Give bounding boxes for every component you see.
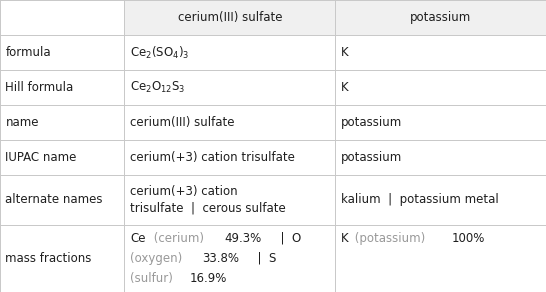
Text: (potassium): (potassium) — [351, 232, 429, 244]
Text: 33.8%: 33.8% — [202, 252, 239, 265]
Text: alternate names: alternate names — [5, 193, 103, 206]
Text: |  S: | S — [250, 252, 276, 265]
Bar — [124, 0, 335, 35]
Text: name: name — [5, 116, 39, 129]
Text: potassium: potassium — [410, 11, 471, 24]
Text: 100%: 100% — [451, 232, 484, 244]
Text: (oxygen): (oxygen) — [130, 252, 186, 265]
Text: Ce: Ce — [130, 232, 145, 244]
Text: potassium: potassium — [341, 116, 402, 129]
Text: IUPAC name: IUPAC name — [5, 151, 77, 164]
Text: K: K — [341, 232, 348, 244]
Text: cerium(+3) cation
trisulfate  |  cerous sulfate: cerium(+3) cation trisulfate | cerous su… — [130, 185, 286, 215]
Text: formula: formula — [5, 46, 51, 59]
Text: mass fractions: mass fractions — [5, 252, 92, 265]
Bar — [335, 0, 546, 35]
Text: $\mathregular{Ce_2(SO_4)_3}$: $\mathregular{Ce_2(SO_4)_3}$ — [130, 44, 189, 61]
Text: cerium(III) sulfate: cerium(III) sulfate — [177, 11, 282, 24]
Text: 49.3%: 49.3% — [224, 232, 262, 244]
Text: K: K — [341, 81, 348, 94]
Text: |  O: | O — [272, 232, 301, 244]
Text: Hill formula: Hill formula — [5, 81, 74, 94]
Text: cerium(+3) cation trisulfate: cerium(+3) cation trisulfate — [130, 151, 295, 164]
Text: $\mathregular{Ce_2O_{12}S_3}$: $\mathregular{Ce_2O_{12}S_3}$ — [130, 80, 186, 95]
Text: cerium(III) sulfate: cerium(III) sulfate — [130, 116, 234, 129]
Text: potassium: potassium — [341, 151, 402, 164]
Text: 16.9%: 16.9% — [190, 272, 228, 285]
Text: (cerium): (cerium) — [150, 232, 207, 244]
Text: (sulfur): (sulfur) — [130, 272, 176, 285]
Text: K: K — [341, 46, 348, 59]
Text: kalium  |  potassium metal: kalium | potassium metal — [341, 193, 498, 206]
